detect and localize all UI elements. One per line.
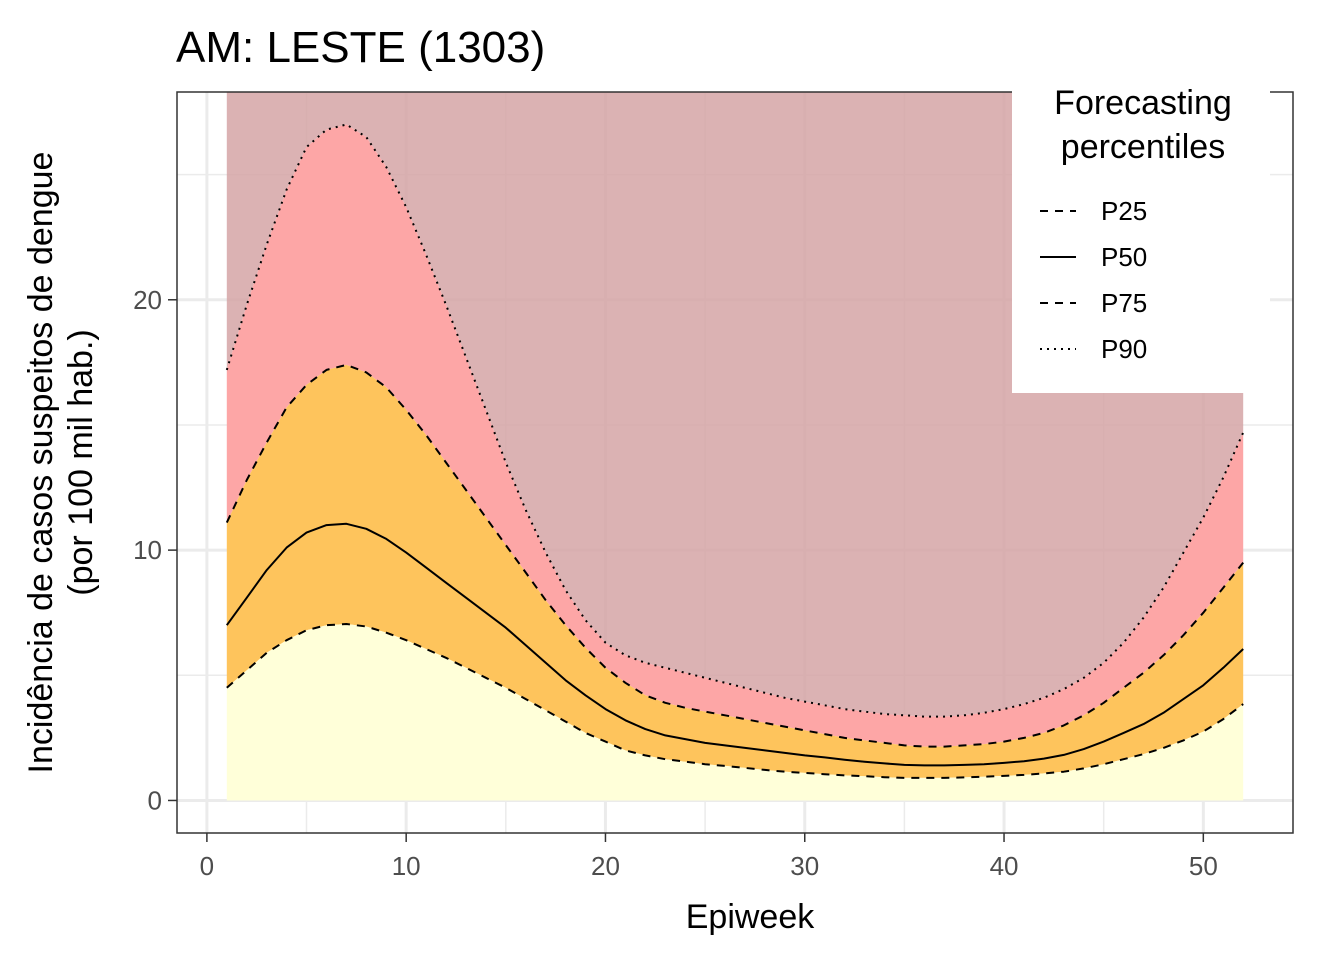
band-p25-p75 xyxy=(226,364,1244,778)
y-axis-title-line: (por 100 mil hab.) xyxy=(62,329,100,595)
panel-border xyxy=(176,91,1294,834)
band-below-p25 xyxy=(226,624,1244,801)
x-tick-label: 30 xyxy=(790,851,819,881)
x-tick-label: 20 xyxy=(591,851,620,881)
legend-label-p50: P50 xyxy=(1101,242,1147,272)
legend-background xyxy=(1012,70,1270,393)
legend-entry-p25: P25 xyxy=(1040,196,1147,226)
legend-entry-p50: P50 xyxy=(1040,242,1147,272)
y-tick-label: 10 xyxy=(133,535,162,565)
legend-label-p90: P90 xyxy=(1101,334,1147,364)
legend-title-line: Forecasting xyxy=(1054,84,1232,122)
y-tick-label: 0 xyxy=(148,785,162,815)
band-p75-p90 xyxy=(226,124,1244,747)
x-axis: 0 10 20 30 40 50 xyxy=(200,833,1218,881)
y-axis: 0 10 20 xyxy=(133,285,177,815)
line-p50 xyxy=(225,522,1244,767)
line-p25 xyxy=(226,623,1244,779)
y-axis-title-line: Incidência de casos suspeitos de dengue xyxy=(22,152,60,774)
legend-entry-p90: P90 xyxy=(1040,334,1147,364)
percentile-bands xyxy=(226,92,1244,801)
y-tick-label: 20 xyxy=(133,285,162,315)
legend-entries: P25 P50 P75 P90 xyxy=(1040,196,1147,364)
legend-entry-p75: P75 xyxy=(1040,288,1147,318)
legend-title-line: percentiles xyxy=(1061,128,1225,166)
x-tick-label: 10 xyxy=(392,851,421,881)
x-tick-label: 50 xyxy=(1189,851,1218,881)
band-above-p90 xyxy=(226,92,1244,717)
x-tick-label: 0 xyxy=(200,851,214,881)
legend-title: Forecasting percentiles xyxy=(1054,84,1232,166)
y-axis-title: Incidência de casos suspeitos de dengue(… xyxy=(22,152,100,774)
x-tick-label: 40 xyxy=(990,851,1019,881)
chart-title: AM: LESTE (1303) xyxy=(176,23,545,72)
percentile-lines xyxy=(225,123,1245,779)
legend-label-p75: P75 xyxy=(1101,288,1147,318)
legend: Forecasting percentiles P25 P50 P75 P90 xyxy=(1012,70,1270,393)
x-axis-title: Epiweek xyxy=(686,898,816,936)
legend-label-p25: P25 xyxy=(1101,196,1147,226)
